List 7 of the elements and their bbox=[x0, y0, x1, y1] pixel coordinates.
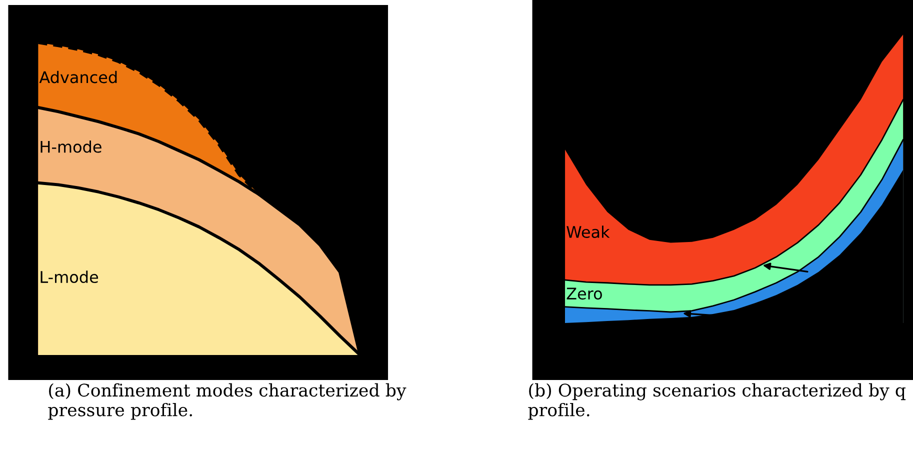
series-label: Advanced bbox=[39, 70, 117, 84]
series-label: H-mode bbox=[40, 140, 102, 153]
series-label: L-mode bbox=[40, 270, 98, 284]
series-label: Weak bbox=[566, 226, 610, 238]
text: (b) Operating scenarios characterized by q profile. bbox=[528, 383, 906, 420]
series-label: Zero bbox=[566, 288, 602, 300]
text: (a) Confinement modes characterized by pressure profile. bbox=[48, 383, 406, 420]
